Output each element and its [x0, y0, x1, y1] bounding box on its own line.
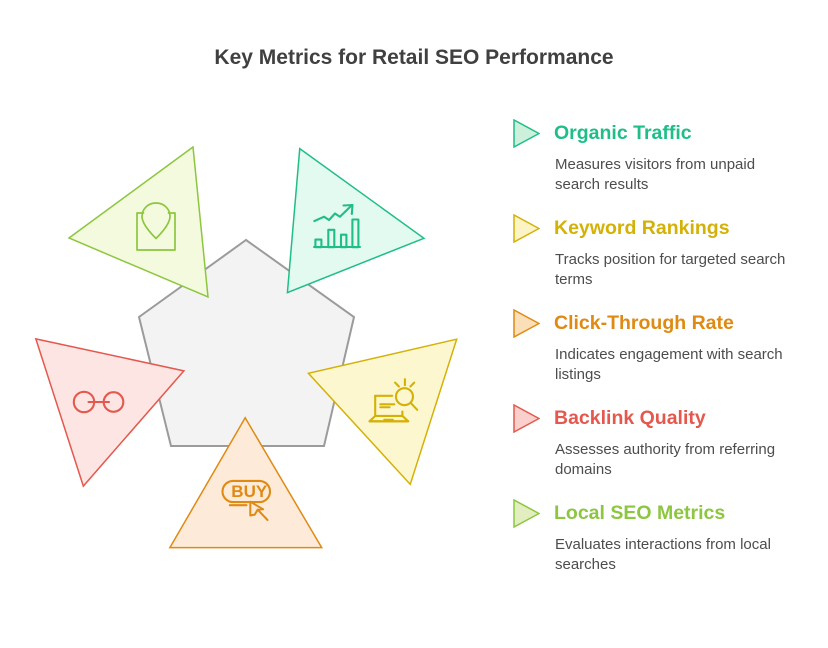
svg-text:BUY: BUY — [231, 482, 268, 501]
